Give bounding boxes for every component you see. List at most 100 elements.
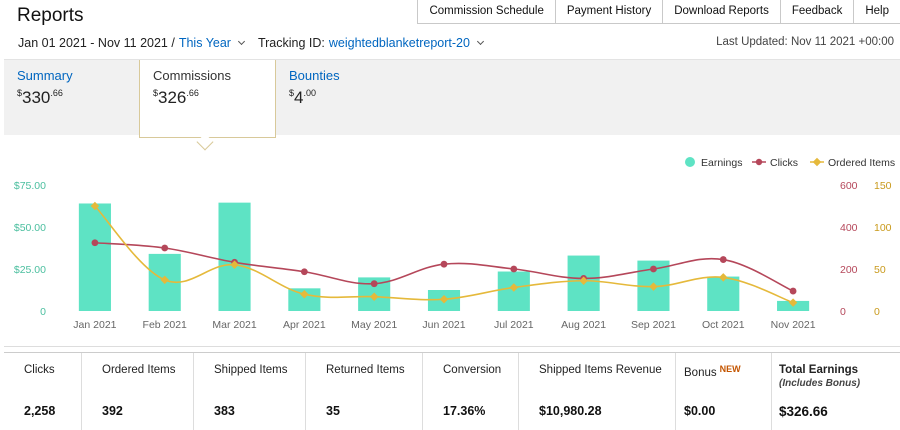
chart-svg: 0 $25.00 $50.00 $75.00 0 200 400 600 0 50 100 150 Ja…	[14, 157, 895, 331]
y-axis-left-tick: 0	[40, 306, 46, 318]
top-navigation: Commission Schedule Payment History Down…	[417, 0, 900, 24]
clicks-point	[719, 256, 727, 263]
ordered-items-point	[719, 273, 728, 282]
stat-shipped-revenue-label: Shipped Items Revenue	[539, 364, 662, 376]
stat-shipped-items: Shipped Items 383	[194, 353, 306, 430]
stat-total-earnings-sublabel: (Includes Bonus)	[779, 378, 861, 389]
stats-bar: Clicks 2,258 Ordered Items 392 Shipped I…	[4, 352, 900, 430]
y-axis-left-tick: $75.00	[14, 180, 46, 192]
tab-commissions-label: Commissions	[153, 68, 232, 83]
clicks-point	[789, 287, 797, 295]
stat-conversion: Conversion 17.36%	[423, 353, 519, 430]
download-reports-button[interactable]: Download Reports	[662, 0, 780, 24]
earnings-chart: 0 $25.00 $50.00 $75.00 0 200 400 600 0 50 100 150 Ja…	[4, 136, 900, 347]
stat-bonus-value: $0.00	[684, 404, 716, 418]
stat-shipped-items-value: 383	[214, 404, 235, 418]
stat-returned-items-label: Returned Items	[326, 364, 405, 376]
x-axis-tick: May 2021	[351, 319, 397, 331]
x-axis-tick: Sep 2021	[631, 319, 676, 331]
ordered-items-point	[439, 294, 449, 304]
y-axis-ordered-tick: 50	[874, 264, 886, 276]
legend-label: Clicks	[770, 157, 798, 169]
legend-label: Earnings	[701, 157, 742, 169]
y-axis-clicks-tick: 0	[840, 306, 846, 318]
legend-ordered-marker	[812, 157, 822, 167]
y-axis-left-tick: $25.00	[14, 264, 46, 276]
tab-commissions[interactable]: Commissions $326.66	[139, 60, 276, 138]
stat-returned-items: Returned Items 35	[306, 353, 423, 430]
x-axis-tick: Mar 2021	[212, 319, 257, 331]
date-range: Jan 01 2021 - Nov 11 2021 /	[18, 36, 175, 50]
stat-clicks-value: 2,258	[24, 404, 56, 418]
ordered-items-point	[90, 201, 100, 211]
legend-label: Ordered Items	[828, 157, 895, 169]
y-axis-ordered-tick: 100	[874, 222, 892, 234]
tab-bounties[interactable]: Bounties $4.00	[276, 60, 412, 136]
stat-shipped-revenue: Shipped Items Revenue $10,980.28	[519, 353, 676, 430]
legend-earnings-marker	[685, 157, 695, 167]
clicks-point	[161, 244, 169, 252]
x-axis-tick: Aug 2021	[561, 319, 606, 331]
clicks-point	[300, 268, 308, 276]
clicks-point	[91, 239, 99, 247]
stat-shipped-revenue-value: $10,980.28	[539, 404, 602, 418]
stat-total-earnings-value: $326.66	[779, 404, 828, 419]
tab-bounties-value: $4.00	[289, 88, 316, 107]
tracking-id-dropdown[interactable]: weightedblanketreport-20	[328, 36, 470, 50]
report-filters: Jan 01 2021 - Nov 11 2021 / This Year Tr…	[18, 36, 484, 50]
summary-tabs: Summary $330.66 Commissions $326.66 Boun…	[4, 59, 900, 138]
chevron-down-icon[interactable]	[237, 37, 245, 46]
ordered-items-line	[94, 205, 794, 304]
stat-clicks: Clicks 2,258	[4, 353, 82, 430]
stat-returned-items-value: 35	[326, 404, 340, 418]
feedback-button[interactable]: Feedback	[779, 0, 854, 24]
commission-schedule-button[interactable]: Commission Schedule	[417, 0, 555, 24]
x-axis-tick: Jan 2021	[73, 319, 116, 331]
stat-shipped-items-label: Shipped Items	[214, 364, 288, 376]
x-axis-tick: Jul 2021	[494, 319, 534, 331]
earnings-bar	[707, 276, 740, 311]
ordered-items-point	[788, 298, 798, 307]
legend-clicks-marker	[755, 158, 763, 166]
y-axis-clicks-tick: 400	[840, 222, 858, 234]
tracking-id-label: Tracking ID:	[257, 36, 325, 50]
stat-conversion-label: Conversion	[443, 364, 502, 376]
y-axis-clicks-tick: 600	[840, 180, 858, 192]
stat-conversion-value: 17.36%	[443, 404, 486, 418]
stat-ordered-items-value: 392	[102, 404, 123, 418]
y-axis-ordered-tick: 0	[874, 306, 880, 318]
page-title: Reports	[17, 5, 84, 26]
new-badge: NEW	[719, 364, 741, 374]
y-axis-left-tick: $50.00	[14, 222, 46, 234]
y-axis-ordered-tick: 150	[874, 180, 892, 192]
x-axis-tick: Nov 2021	[771, 319, 816, 331]
stat-total-earnings-label: Total Earnings	[779, 364, 859, 376]
clicks-point	[510, 265, 518, 273]
ordered-items-point	[300, 289, 309, 299]
help-button[interactable]: Help	[853, 0, 900, 24]
stat-bonus-label: Bonus NEW	[684, 364, 741, 379]
stat-total-earnings: Total Earnings (Includes Bonus) $326.66	[772, 353, 900, 430]
stat-ordered-items: Ordered Items 392	[82, 353, 194, 430]
earnings-bar	[218, 202, 251, 311]
tab-commissions-value: $326.66	[153, 88, 199, 107]
clicks-point	[650, 265, 657, 273]
ordered-items-point	[369, 292, 379, 301]
y-axis-clicks-tick: 200	[840, 264, 858, 276]
tab-summary-value: $330.66	[17, 88, 63, 107]
stat-ordered-items-label: Ordered Items	[102, 364, 176, 376]
ordered-items-point	[230, 260, 239, 270]
clicks-point	[370, 280, 378, 288]
period-dropdown[interactable]: This Year	[178, 36, 231, 50]
stat-clicks-label: Clicks	[24, 364, 55, 376]
clicks-point	[440, 260, 448, 268]
chevron-down-icon[interactable]	[476, 37, 484, 46]
x-axis-tick: Jun 2021	[422, 319, 465, 331]
x-axis-tick: Oct 2021	[702, 319, 745, 331]
tab-bounties-label: Bounties	[289, 68, 340, 83]
earnings-bar	[78, 203, 111, 311]
tab-summary[interactable]: Summary $330.66	[4, 60, 140, 136]
x-axis-tick: Apr 2021	[283, 319, 326, 331]
stat-bonus: Bonus NEW $0.00	[676, 353, 772, 430]
payment-history-button[interactable]: Payment History	[554, 0, 663, 24]
